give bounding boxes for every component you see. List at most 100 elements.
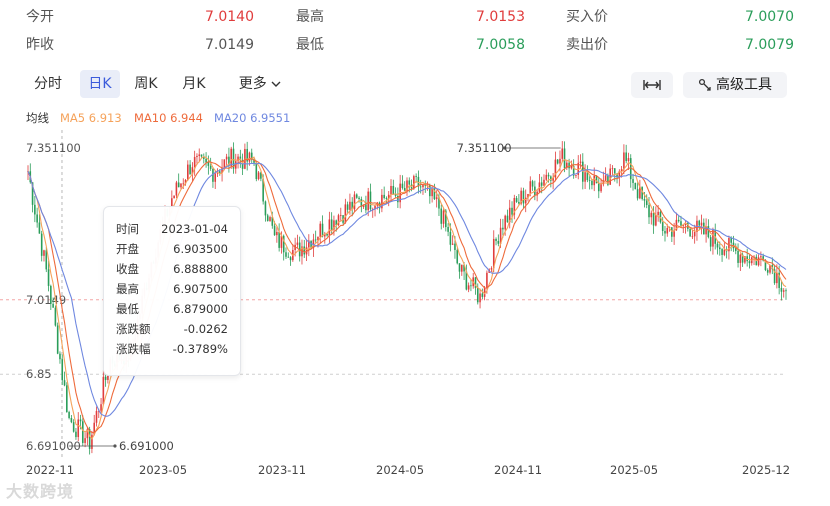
candle-body — [324, 233, 326, 237]
candle-body — [34, 204, 36, 215]
candle-body — [355, 194, 358, 198]
candle-body — [579, 161, 582, 163]
candle-body — [413, 176, 415, 189]
candle-body — [346, 204, 349, 210]
candle-body — [460, 264, 463, 272]
candle-body — [289, 257, 292, 261]
candle-body — [333, 220, 335, 230]
tab-intraday[interactable]: 分时 — [34, 76, 62, 92]
candle-body — [760, 256, 762, 258]
candle-body — [287, 256, 290, 258]
candle-body — [721, 249, 723, 255]
candle-body — [93, 422, 96, 435]
candle-body — [182, 183, 185, 185]
candle-body — [66, 385, 68, 413]
candle-body — [47, 269, 50, 286]
candle-body — [260, 172, 262, 179]
tooltip-value: 6.907500 — [173, 282, 228, 296]
candle-body — [271, 217, 274, 226]
fit-width-button[interactable] — [631, 72, 673, 98]
tooltip-key: 最低 — [116, 302, 139, 316]
candle-body — [600, 184, 602, 192]
candle-body — [536, 191, 538, 196]
candle-body — [629, 158, 632, 180]
candle-body — [367, 191, 369, 211]
candle-body — [214, 173, 217, 182]
max-annotation: 7.351100 — [457, 141, 512, 155]
candle-body — [433, 188, 436, 200]
candle-body — [86, 429, 89, 439]
candle-body — [61, 359, 64, 381]
candle-body — [84, 438, 86, 443]
candle-body — [339, 215, 342, 216]
tab-monthly-k[interactable]: 月K — [182, 76, 206, 92]
candle-body — [479, 293, 481, 303]
candle-body — [390, 185, 392, 195]
candle-body — [383, 194, 385, 199]
candle-body — [310, 240, 312, 249]
candle-body — [502, 227, 504, 230]
candle-body — [408, 180, 411, 185]
candle-body — [490, 268, 493, 270]
candle-body — [657, 211, 659, 216]
candle-body — [613, 168, 616, 174]
candle-body — [632, 179, 634, 183]
candle-body — [440, 208, 443, 224]
candle-body — [72, 422, 75, 432]
candle-body — [75, 431, 77, 438]
candle-body — [655, 215, 657, 226]
candle-body — [435, 197, 438, 200]
candle-body — [417, 176, 420, 187]
candle-body — [643, 198, 646, 201]
tab-daily-k[interactable]: 日K — [80, 70, 120, 98]
candle-body — [351, 201, 354, 210]
candle-body — [221, 167, 223, 173]
candle-body — [59, 353, 61, 360]
candle-body — [223, 159, 226, 168]
candle-body — [50, 285, 52, 304]
candle-body — [381, 194, 383, 209]
tooltip-value: 6.888800 — [173, 262, 228, 276]
candle-body — [394, 194, 397, 196]
candle-body — [467, 285, 470, 290]
legend-ma5: MA5 6.913 — [60, 111, 122, 125]
candle-body — [554, 159, 557, 178]
y-tick-label: 6.691000 — [26, 439, 81, 453]
candle-body — [616, 173, 618, 178]
candle-body — [677, 219, 680, 222]
candle-body — [56, 325, 59, 354]
x-tick-label: 2023-05 — [139, 463, 188, 477]
candle-body — [445, 210, 447, 228]
tooltip-key: 收盘 — [116, 262, 139, 276]
candle-body — [196, 155, 198, 158]
candle-body — [636, 189, 639, 199]
tab-weekly-k[interactable]: 周K — [134, 76, 158, 92]
fit-width-icon — [643, 80, 661, 90]
x-tick-label: 2023-11 — [258, 463, 307, 477]
candle-body — [769, 265, 771, 273]
candle-body — [623, 152, 625, 170]
candle-body — [253, 159, 255, 163]
candle-body — [527, 194, 529, 198]
candle-body — [531, 181, 534, 187]
candle-body — [483, 288, 486, 297]
tooltip-row: 最高 6.907500 — [116, 281, 228, 297]
candle-body — [588, 180, 591, 181]
candle-body — [595, 175, 598, 184]
candle-body — [278, 231, 280, 248]
x-tick-label: 2022-11 — [26, 463, 75, 477]
tooltip-value: -0.0262 — [183, 322, 228, 336]
candle-body — [403, 187, 406, 191]
more-dropdown[interactable]: 更多 — [234, 70, 286, 98]
advanced-tools-button[interactable]: 高级工具 — [683, 72, 787, 98]
candle-body — [764, 260, 767, 271]
candle-body — [700, 222, 703, 226]
candle-body — [499, 227, 502, 244]
open-label: 今开 — [26, 9, 54, 25]
low-value: 7.0058 — [476, 37, 525, 53]
candle-body — [70, 418, 73, 423]
candle-body — [671, 227, 673, 237]
candle-body — [451, 243, 454, 245]
candle-body — [397, 195, 399, 203]
tooltip-row: 时间 2023-01-04 — [116, 221, 228, 237]
